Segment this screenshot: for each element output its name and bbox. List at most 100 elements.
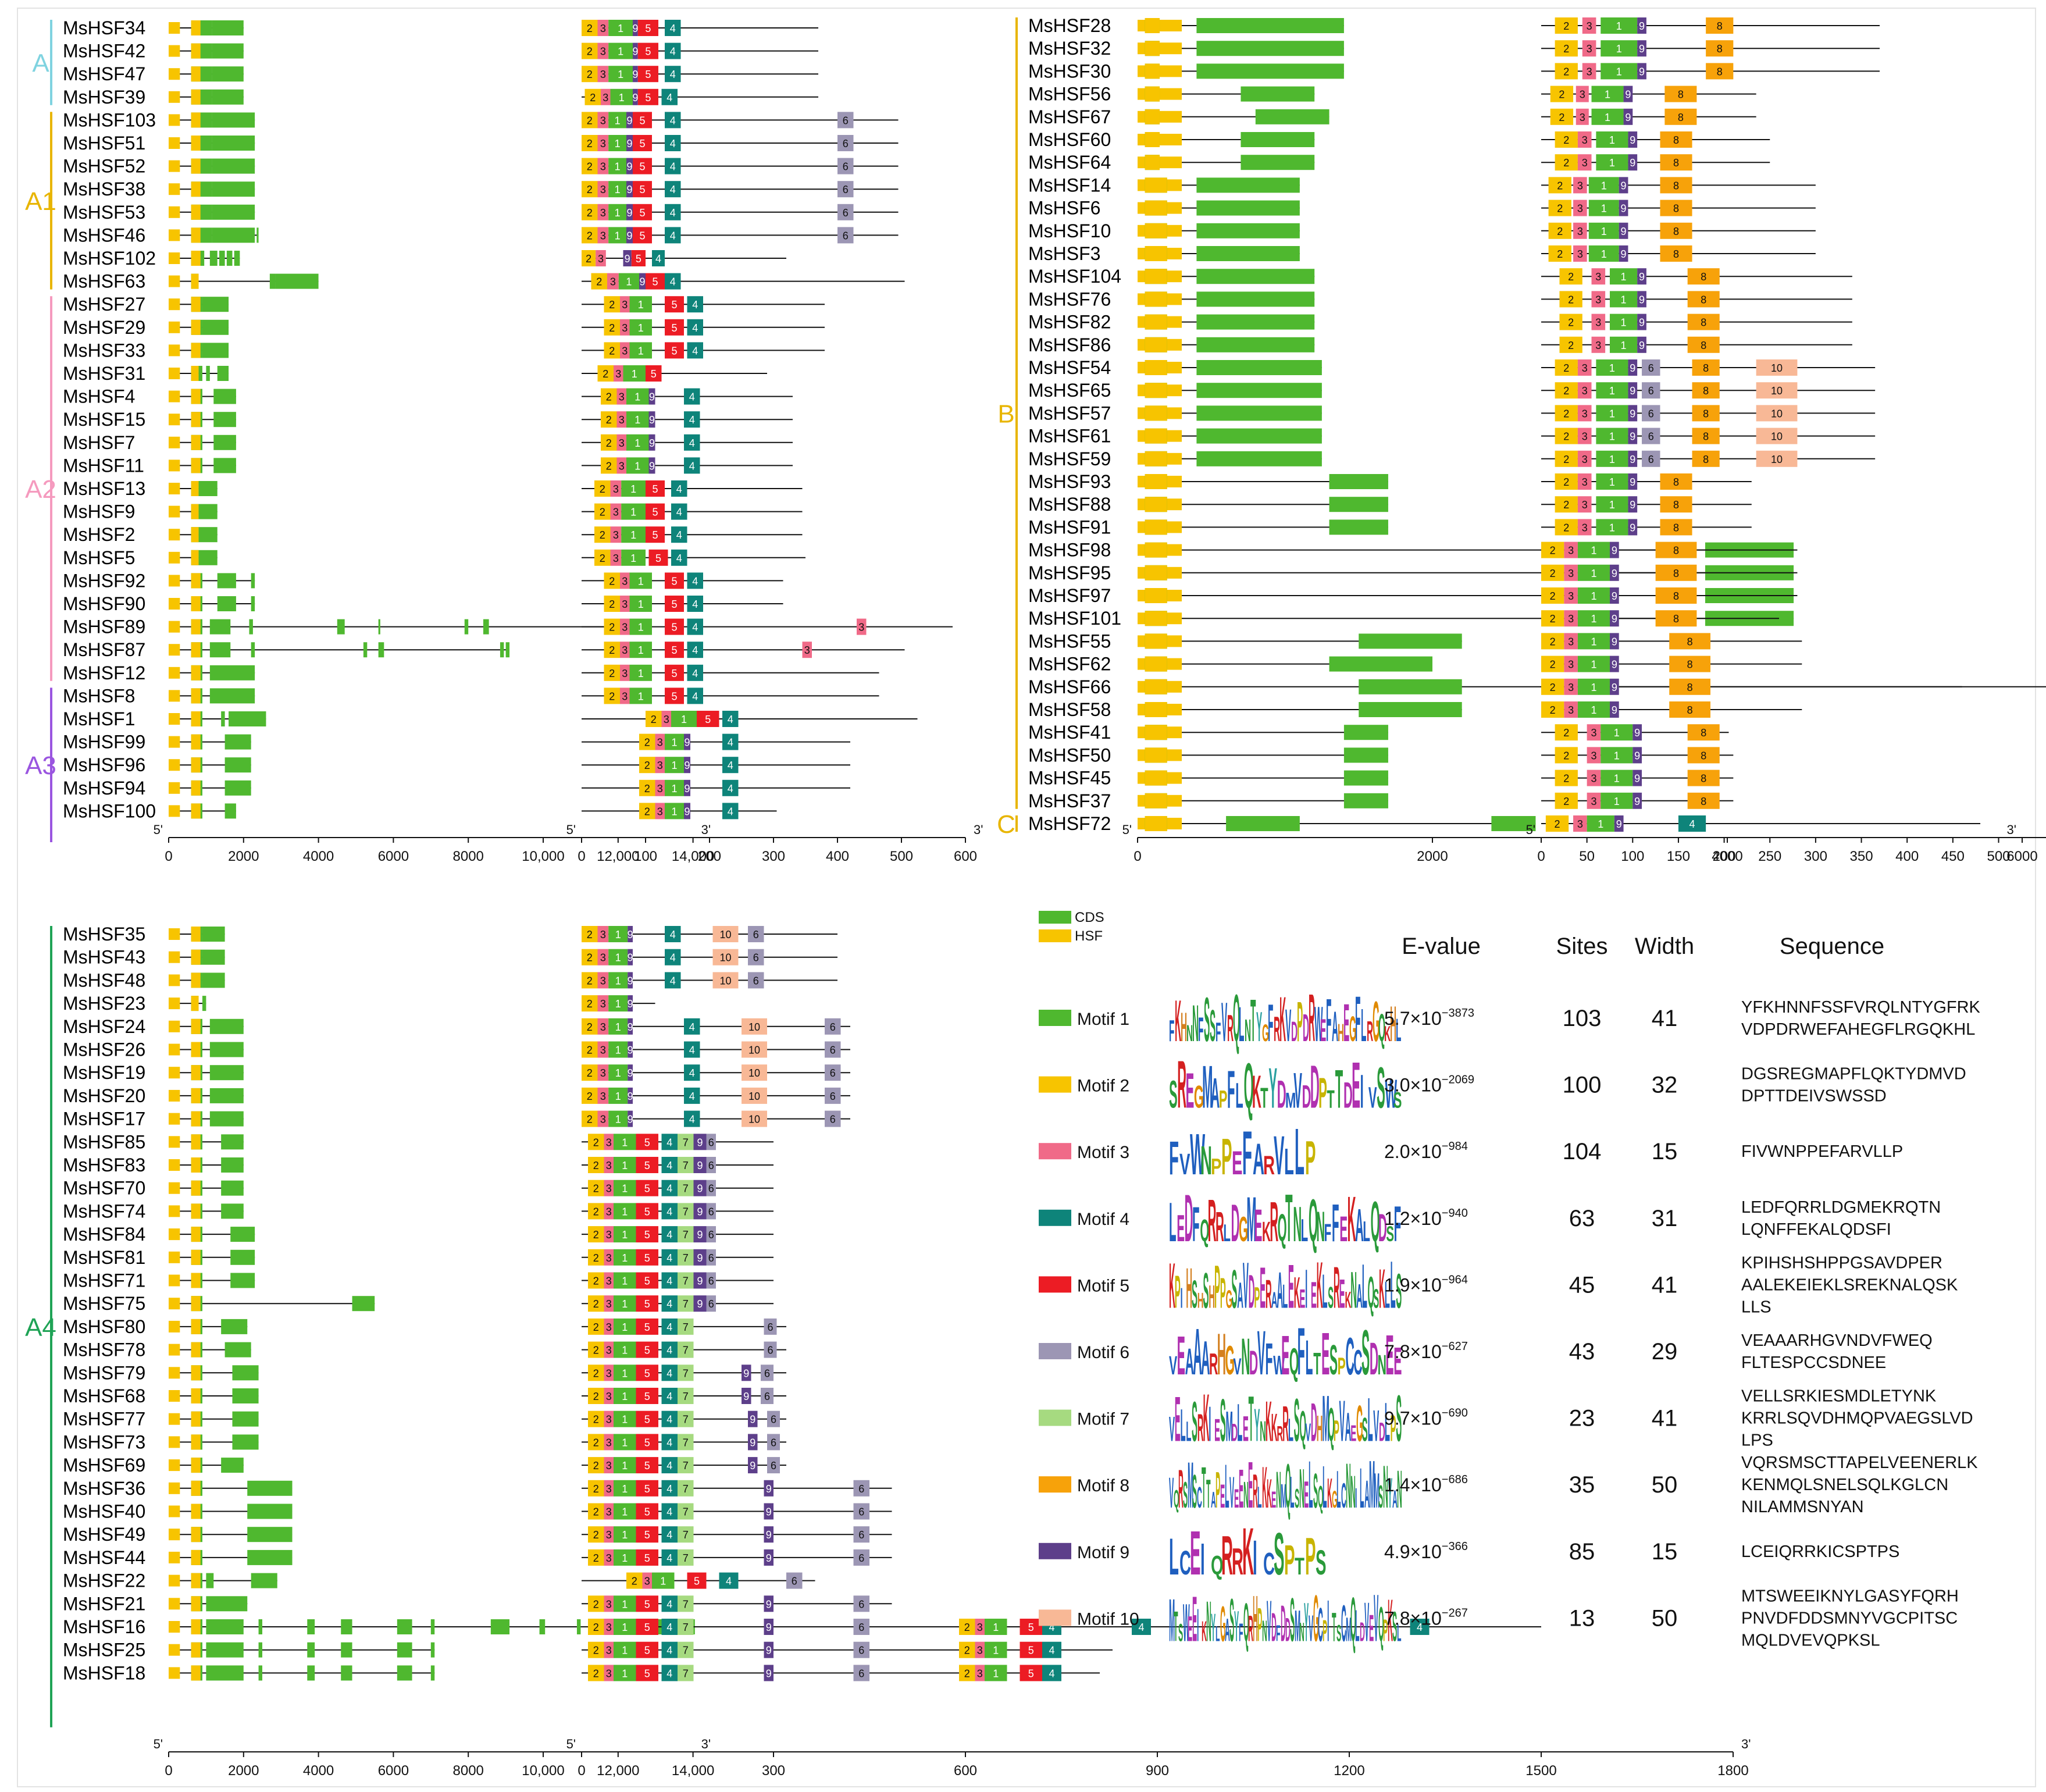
hsf-domain-block (1145, 200, 1167, 216)
gene-row: MsHSF21 2 3 1 5 4 7 9 6 (63, 1593, 892, 1614)
motif-number: 3 (1591, 750, 1596, 761)
motif-2-box (582, 1110, 598, 1127)
gene-name: MsHSF59 (1028, 448, 1111, 469)
logo-letter: F (1266, 1335, 1273, 1385)
motif-number: 2 (593, 1668, 599, 1679)
gene-name: MsHSF5 (63, 547, 135, 568)
hsf-domain-block (1145, 474, 1167, 489)
gene-name: MsHSF99 (63, 732, 145, 753)
cds-block (212, 158, 255, 174)
motif-number: 1 (671, 760, 677, 771)
logo-letter: P (1175, 1267, 1181, 1319)
logo-letter: S (1361, 1317, 1370, 1388)
gene-row: MsHSF33 2 3 1 5 4 (63, 340, 825, 361)
motif-2-box (1555, 405, 1578, 422)
motif-6-box (837, 158, 854, 174)
motif-number: 10 (748, 1114, 760, 1125)
motif-number: 5 (644, 1229, 650, 1241)
utr-block (169, 1644, 180, 1656)
logo-letter: T (1206, 1472, 1211, 1517)
cds-block (247, 1480, 293, 1496)
motif-1-box (1591, 85, 1624, 102)
hsf-domain-block (191, 550, 199, 565)
gene-row: MsHSF88 2 3 1 9 8 (1028, 494, 1752, 515)
logo-letter: L (1362, 1252, 1367, 1321)
motif-2-box (1541, 564, 1564, 581)
motif-2-box (1555, 450, 1578, 467)
motif-2-box (594, 526, 611, 543)
motif-number: 2 (1550, 636, 1556, 647)
motif-number: 3 (600, 929, 606, 940)
motif-2-box (582, 227, 598, 244)
gene-name: MsHSF92 (63, 570, 145, 591)
motif-number: 1 (622, 1183, 628, 1195)
gene-name: MsHSF52 (63, 156, 145, 177)
motif-3-box (1577, 473, 1592, 490)
motif-number: 3 (613, 483, 619, 495)
motif-number: 3 (1582, 431, 1588, 443)
motif-number: 9 (626, 230, 632, 241)
utr-block (169, 483, 180, 494)
cds-block (221, 1157, 244, 1173)
motif-number: 3 (977, 1668, 983, 1679)
logo-letter: F (1169, 1132, 1179, 1185)
gene-name: MsHSF32 (1028, 38, 1111, 59)
motif-3-box (1582, 17, 1596, 34)
hsf-domain-block (191, 596, 201, 611)
motif-number: 9 (649, 414, 655, 426)
axis-tick-label: 0 (1537, 849, 1545, 864)
gene-name: MsHSF14 (1028, 174, 1111, 195)
motif-1-box (1577, 655, 1610, 672)
gene-row: MsHSF58 2 3 1 9 8 (1028, 699, 1802, 720)
motif-number: 8 (1703, 362, 1709, 374)
motif-9-box (1619, 199, 1628, 216)
motif-number: 1 (622, 1483, 628, 1495)
motif-2-box (1550, 108, 1574, 125)
gene-row: MsHSF16 2 3 1 5 4 7 9 6 2 3 1 5 4 4 4 (63, 1616, 1541, 1637)
motif-9-box (628, 949, 633, 966)
motif-number: 1 (1614, 727, 1620, 739)
gene-name: MsHSF39 (63, 87, 145, 108)
motif-9-box (684, 803, 690, 820)
motif-10-box (1756, 427, 1798, 444)
motif-4-box (665, 949, 681, 966)
motif-2-box (582, 972, 598, 989)
motif-2-box (588, 1457, 604, 1474)
motif-number: 1 (1601, 248, 1607, 260)
hsf-domain-block (191, 273, 199, 289)
motif-number: 5 (639, 161, 645, 173)
motif-1-box (614, 1619, 636, 1635)
motif-1-box (614, 1549, 636, 1566)
motif-8-box (1687, 291, 1720, 308)
motif-3-box (604, 1249, 614, 1266)
logo-letter: I (1327, 1589, 1329, 1654)
motif-number: 1 (1605, 89, 1610, 101)
motif-number: 9 (766, 1483, 772, 1495)
motif-number: 2 (600, 483, 605, 495)
motif-number: 2 (593, 1206, 599, 1217)
motif-7-box (678, 1665, 694, 1681)
hsf-domain-block (191, 1388, 201, 1403)
motif-4-box (661, 1388, 678, 1404)
cds-block (378, 619, 380, 635)
motif-1-box (608, 135, 626, 151)
utr-block (169, 713, 180, 725)
motif-number: 7 (683, 1206, 689, 1217)
motif-number: 3 (606, 1367, 612, 1379)
cds-block (1226, 816, 1300, 831)
motif-3-box (604, 1134, 614, 1150)
logo-letter: P (1216, 1462, 1220, 1519)
motif-number: 4 (670, 46, 676, 58)
hsf-domain-block (191, 1319, 201, 1334)
motif-3-box (607, 273, 619, 290)
axis-tick-label: 1800 (1717, 1763, 1748, 1779)
motif-6-box (825, 1064, 841, 1081)
motif-10-box (1756, 405, 1798, 422)
axis-tick-label: 10,000 (522, 849, 564, 864)
motif-number: 5 (671, 299, 677, 311)
motif-2-box (582, 1087, 598, 1104)
motif-number: 2 (593, 1183, 599, 1195)
motif-number: 2 (593, 1506, 599, 1518)
motif-5-box (633, 227, 652, 244)
motif-number: 4 (666, 1668, 672, 1679)
